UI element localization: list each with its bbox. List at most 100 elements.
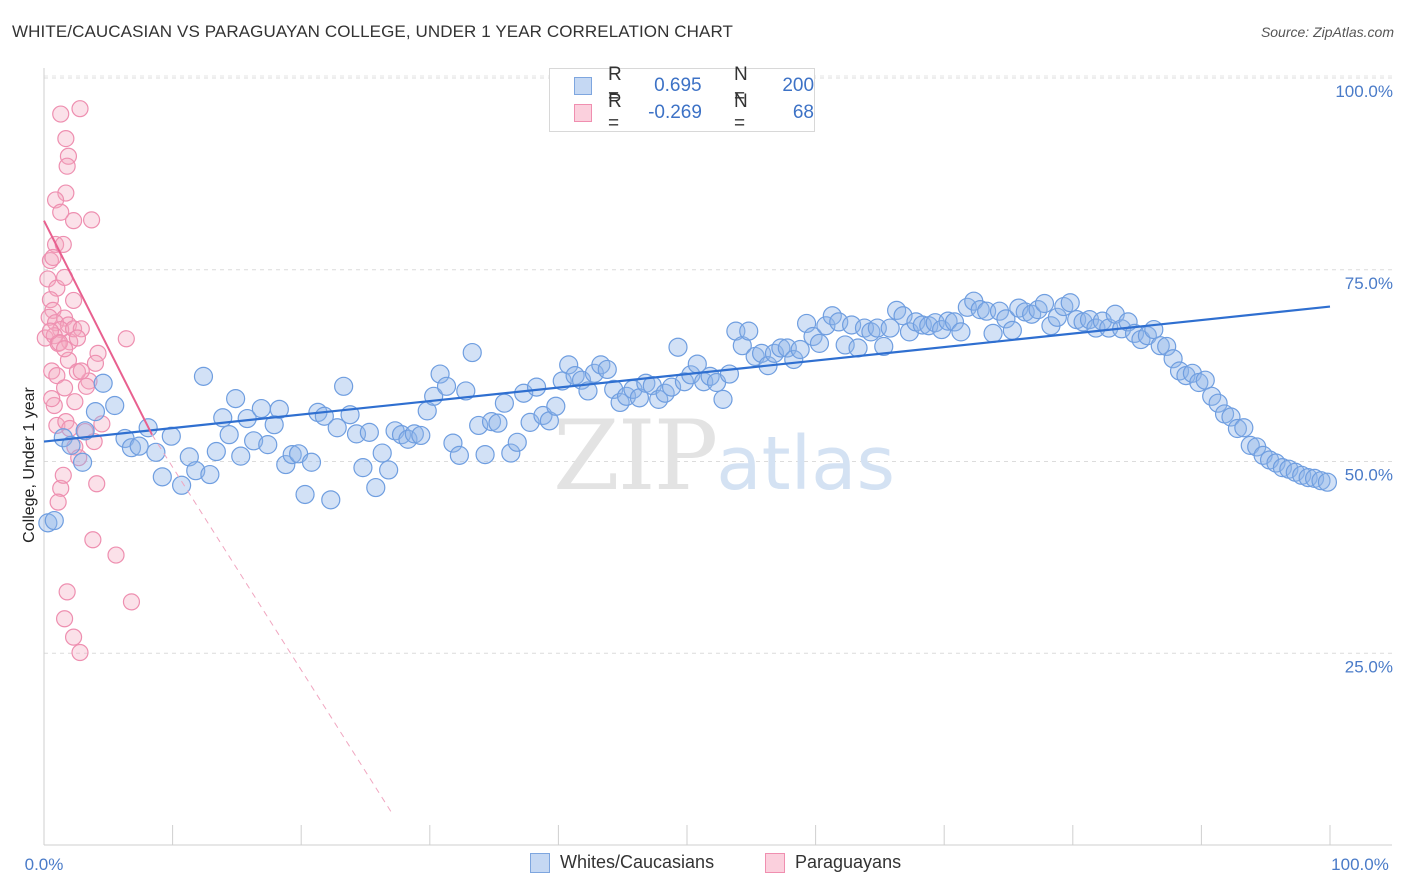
whites-point <box>970 300 990 320</box>
paraguayans-point <box>52 479 70 497</box>
whites-point <box>436 376 457 396</box>
paraguayans-point <box>48 366 66 385</box>
whites-point <box>951 322 971 342</box>
whites-point <box>938 311 958 331</box>
bottom-legend-paraguayans: Paraguayans <box>765 852 901 873</box>
whites-point <box>1272 458 1293 478</box>
whites-point <box>1208 393 1228 413</box>
whites-point <box>469 415 489 436</box>
whites-trend-line <box>43 305 1331 443</box>
y-tick-label: 75.0% <box>1345 274 1393 293</box>
whites-point <box>172 475 192 495</box>
whites-point <box>578 381 598 401</box>
whites-point <box>379 460 399 480</box>
legend-n-value: 68 <box>792 102 814 123</box>
whites-point <box>146 442 166 462</box>
whites-point <box>295 484 315 505</box>
whites-point <box>719 364 740 384</box>
whites-points <box>38 291 1338 533</box>
y-tick-label: 50.0% <box>1345 466 1393 485</box>
x-ticks <box>43 825 1331 845</box>
paraguayans-point <box>39 270 57 288</box>
whites-point <box>85 402 106 422</box>
whites-point <box>1157 336 1177 357</box>
whites-point <box>121 438 142 458</box>
whites-point <box>443 433 463 453</box>
whites-point <box>1195 370 1215 390</box>
paraguayans-point <box>54 235 72 254</box>
paraguayans-trend-extension <box>151 434 392 813</box>
whites-point <box>1317 472 1338 492</box>
y-tick-label: 100.0% <box>1335 82 1393 101</box>
legend-n-label: N = <box>733 64 748 107</box>
whites-point <box>996 309 1016 329</box>
whites-point <box>1060 293 1080 313</box>
whites-point <box>1034 293 1055 314</box>
whites-point <box>269 399 289 419</box>
whites-point <box>398 429 418 449</box>
whites-point <box>1240 435 1260 455</box>
paraguayans-point <box>55 610 74 628</box>
whites-point <box>372 443 392 463</box>
trend-lines <box>43 220 1331 813</box>
bottom-legend-label-paraguayans: Paraguayans <box>795 852 902 872</box>
whites-point <box>404 424 424 444</box>
whites-point <box>93 373 113 393</box>
whites-point <box>713 389 733 409</box>
whites-point <box>301 452 322 472</box>
whites-point <box>1234 418 1254 438</box>
y-tick-labels: 25.0% 50.0% 75.0% 100.0% <box>1335 82 1393 676</box>
paraguayans-point <box>58 157 76 175</box>
watermark: ZIPatlas <box>553 400 895 512</box>
paraguayans-point <box>68 329 87 347</box>
whites-point <box>944 312 965 332</box>
whites-point <box>359 422 379 442</box>
legend-row-paraguayans: R = -0.269 N = 68 <box>574 91 814 134</box>
paraguayans-point <box>72 362 90 380</box>
paraguayans-point <box>43 362 61 380</box>
paraguayans-point <box>64 628 83 646</box>
whites-point <box>1047 307 1067 327</box>
whites-point <box>366 477 386 498</box>
whites-point <box>186 461 206 481</box>
paraguayans-point <box>52 203 70 221</box>
x-tick-label-min: 0.0% <box>25 855 64 874</box>
whites-point <box>481 412 502 432</box>
whites-point <box>668 337 688 357</box>
whites-point <box>526 377 547 397</box>
whites-point <box>449 445 469 465</box>
paraguayans-point <box>82 211 101 229</box>
whites-point <box>989 301 1010 321</box>
whites-point <box>739 321 759 341</box>
watermark-atlas: atlas <box>716 421 896 507</box>
paraguayans-point <box>41 291 60 309</box>
whites-point <box>321 490 341 510</box>
whites-point <box>200 464 220 485</box>
legend-row-whites: R = 0.695 N = 200 <box>574 64 814 107</box>
whites-point <box>353 458 373 478</box>
paraguayans-point <box>41 322 60 340</box>
paraguayans-point <box>84 531 102 549</box>
whites-point <box>1311 471 1331 491</box>
whites-point <box>546 396 566 416</box>
paraguayans-point <box>72 320 90 338</box>
bottom-legend-swatch-whites <box>530 852 550 873</box>
whites-point <box>874 336 894 357</box>
whites-point <box>507 432 527 452</box>
paraguayans-point <box>122 593 141 611</box>
bottom-legend-whites: Whites/Caucasians <box>530 852 714 873</box>
whites-point <box>475 444 495 465</box>
whites-point <box>206 441 226 462</box>
whites-point <box>61 435 81 455</box>
whites-point <box>816 316 836 336</box>
paraguayans-point <box>45 396 63 415</box>
whites-point <box>880 318 900 338</box>
whites-point <box>809 333 830 353</box>
whites-point <box>501 443 521 463</box>
whites-point <box>152 467 172 487</box>
paraguayans-point <box>89 344 107 362</box>
whites-point <box>44 510 64 531</box>
whites-point <box>334 376 354 396</box>
whites-point <box>226 389 246 409</box>
